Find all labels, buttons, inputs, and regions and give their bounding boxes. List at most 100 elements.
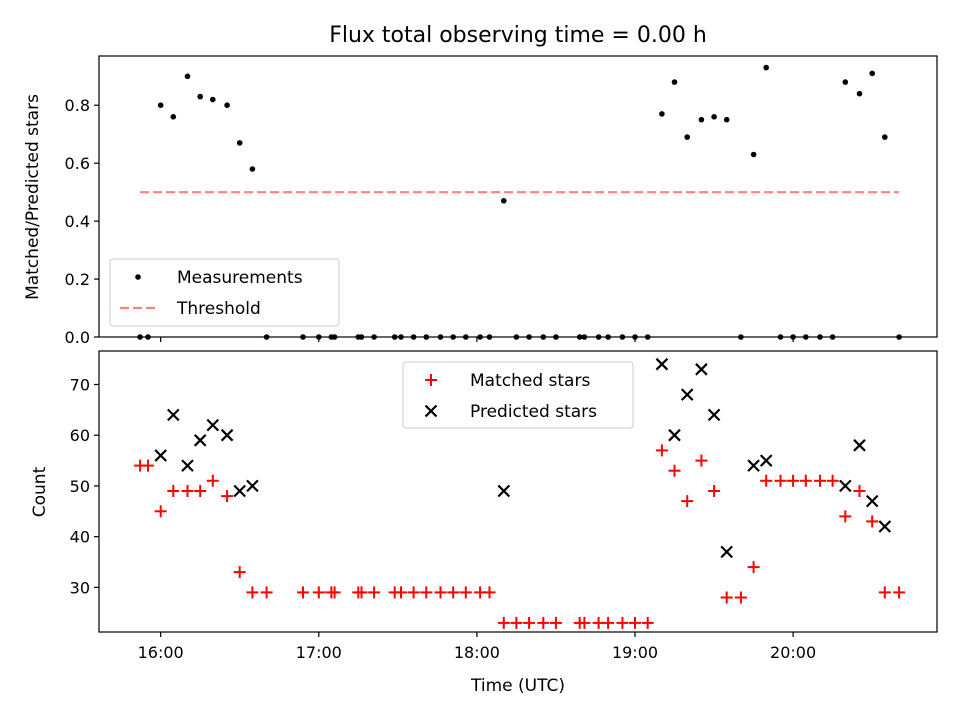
matched-star-marker xyxy=(434,586,447,599)
matched-star-marker xyxy=(787,474,800,487)
legend: Measurements Threshold xyxy=(109,258,340,327)
measurement-point xyxy=(249,166,256,172)
y-tick-label: 60 xyxy=(70,426,90,445)
bottom-panel: 30 40 50 60 70 16:00 17:00 18:00 19:00 20:00 Match… xyxy=(30,350,938,696)
matched-star-marker xyxy=(395,586,407,599)
matched-star-marker xyxy=(681,495,694,508)
predicted-star-marker xyxy=(193,434,207,447)
predicted-star-marker xyxy=(668,428,681,442)
matched-star-marker xyxy=(893,586,906,599)
matched-star-marker xyxy=(747,561,760,574)
matched-star-marker xyxy=(616,616,629,629)
matched-star-marker xyxy=(483,586,496,599)
measurement-point xyxy=(157,102,164,108)
measurement-point xyxy=(501,198,507,204)
matched-star-marker xyxy=(233,566,246,579)
predicted-star-marker xyxy=(497,484,511,498)
y-axis: 0.0 0.2 0.4 0.6 0.8 xyxy=(65,96,99,347)
x-tick-label: 18:00 xyxy=(454,643,500,662)
matched-star-marker xyxy=(246,586,259,599)
predicted-star-marker xyxy=(878,520,892,533)
predicted-star-marker xyxy=(206,418,220,432)
matched-star-marker xyxy=(355,586,368,599)
matched-star-marker xyxy=(839,510,852,523)
predicted-star-marker xyxy=(720,545,733,559)
x-tick-label: 17:00 xyxy=(296,643,342,662)
matched-star-marker xyxy=(497,616,510,629)
predicted-star-marker xyxy=(695,363,708,376)
matched-star-marker xyxy=(154,505,167,518)
matched-star-marker xyxy=(260,586,273,599)
predicted-star-marker xyxy=(865,494,879,508)
measurement-point xyxy=(711,114,717,120)
matched-star-marker xyxy=(878,586,891,599)
matched-star-marker xyxy=(221,490,234,503)
legend: Matched stars Predicted stars xyxy=(402,361,634,429)
measurement-point xyxy=(684,134,690,140)
matched-star-marker xyxy=(181,485,194,497)
legend-label: Threshold xyxy=(176,299,261,319)
predicted-star-marker xyxy=(246,479,259,493)
matched-star-marker xyxy=(312,586,325,599)
measurement-point xyxy=(210,96,216,103)
matched-star-marker xyxy=(368,586,381,599)
predicted-star-marker xyxy=(154,449,167,462)
measurement-point xyxy=(671,79,678,85)
measurement-point xyxy=(184,73,191,80)
predicted-star-marker xyxy=(747,459,760,472)
matched-star-marker xyxy=(142,459,154,472)
predicted-star-marker xyxy=(839,479,852,493)
y-tick-label: 0.4 xyxy=(65,212,90,231)
matched-star-marker xyxy=(629,616,641,629)
measurement-point xyxy=(170,114,177,120)
top-plot-area: 0.0 0.2 0.4 0.6 0.8 Measurements Threshold xyxy=(65,55,938,347)
y-axis: 30 40 50 60 70 xyxy=(70,375,99,597)
axes-frame xyxy=(98,55,938,338)
matched-star-marker xyxy=(774,474,787,487)
bottom-plot-area: 30 40 50 60 70 16:00 17:00 18:00 19:00 20:00 Match… xyxy=(70,350,938,662)
measurement-point xyxy=(763,64,769,71)
measurement-point xyxy=(869,70,875,77)
measurement-point xyxy=(197,93,203,100)
measurement-point xyxy=(723,116,730,123)
y-tick-label: 0.6 xyxy=(65,154,90,173)
predicted-star-marker xyxy=(853,439,866,452)
measurement-point xyxy=(750,151,757,158)
predicted-star-marker xyxy=(220,428,234,442)
matched-star-marker xyxy=(720,591,733,604)
x-axis: 16:00 17:00 18:00 19:00 20:00 xyxy=(138,632,816,662)
measurement-point xyxy=(698,116,705,123)
legend-label: Predicted stars xyxy=(470,402,597,422)
predicted-star-marker xyxy=(167,408,180,422)
top-y-axis-label: Matched/Predicted stars xyxy=(23,94,43,300)
measurement-point xyxy=(224,102,230,108)
predicted-star-marker xyxy=(759,454,773,467)
matched-star-marker xyxy=(194,485,207,497)
matched-star-marker xyxy=(167,485,180,497)
matched-star-marker xyxy=(826,474,839,487)
measurement-point xyxy=(236,140,243,146)
x-tick-label: 19:00 xyxy=(612,643,658,662)
y-tick-label: 0.8 xyxy=(65,96,90,115)
predicted-star-marker xyxy=(655,357,669,371)
matched-star-marker xyxy=(447,586,460,599)
series-1 xyxy=(134,444,906,629)
matched-star-marker xyxy=(578,616,591,629)
y-tick-label: 50 xyxy=(70,477,90,496)
y-tick-label: 70 xyxy=(70,375,90,394)
legend-label: Measurements xyxy=(177,268,303,288)
legend-box xyxy=(109,258,340,327)
matched-star-marker xyxy=(537,616,550,629)
matched-star-marker xyxy=(420,586,433,599)
measurement-point xyxy=(842,79,849,85)
legend-marker-matched xyxy=(425,374,437,386)
measurement-point xyxy=(882,134,888,140)
legend-marker-predicted xyxy=(424,404,438,418)
matched-star-marker xyxy=(668,464,681,477)
y-tick-label: 40 xyxy=(70,528,90,547)
matched-star-marker xyxy=(760,474,773,487)
matched-star-marker xyxy=(407,586,420,599)
matched-star-marker xyxy=(297,586,309,599)
